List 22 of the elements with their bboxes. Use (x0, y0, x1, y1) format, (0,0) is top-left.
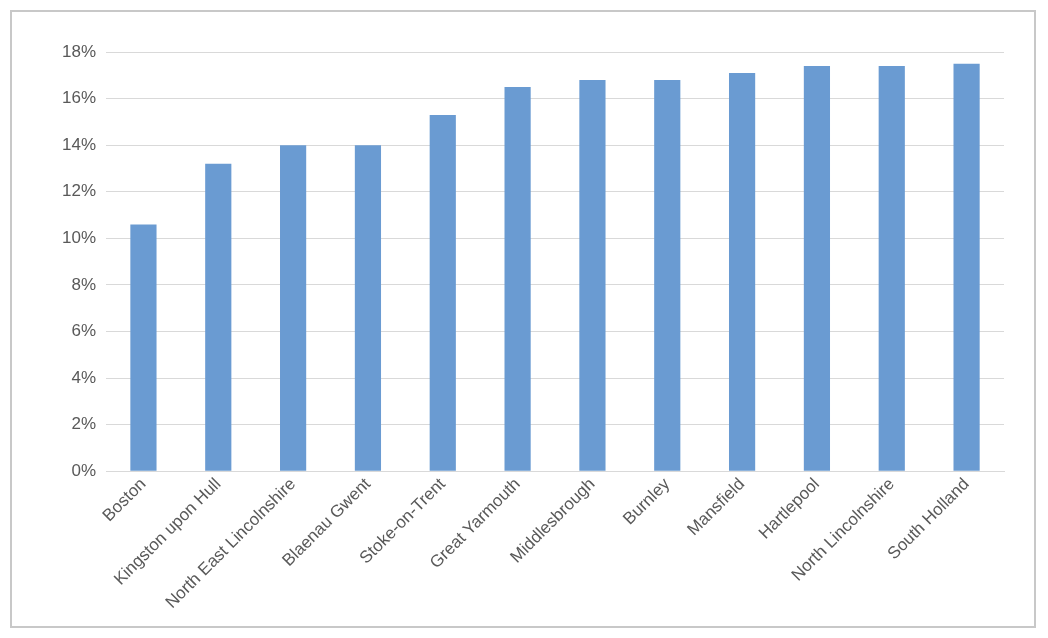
bar (280, 145, 307, 471)
y-tick-label: 14% (61, 134, 97, 154)
bar (205, 163, 232, 471)
bar (878, 65, 905, 471)
y-tick-label: 16% (61, 88, 97, 108)
bar (354, 145, 382, 471)
bar (953, 63, 980, 471)
y-tick-label: 8% (71, 274, 97, 294)
bar (803, 65, 831, 471)
y-tick-label: 12% (61, 181, 97, 201)
bar (130, 224, 157, 471)
y-tick-label: 10% (61, 228, 97, 248)
bar (579, 79, 606, 471)
y-tick-label: 4% (71, 367, 97, 387)
y-tick-label: 2% (71, 414, 97, 434)
bar (504, 86, 531, 471)
bar (429, 114, 456, 471)
y-tick-label: 6% (71, 321, 97, 341)
bar (729, 72, 756, 471)
y-tick-label: 0% (71, 460, 97, 480)
y-tick-label: 18% (61, 41, 97, 61)
bar (654, 79, 681, 471)
